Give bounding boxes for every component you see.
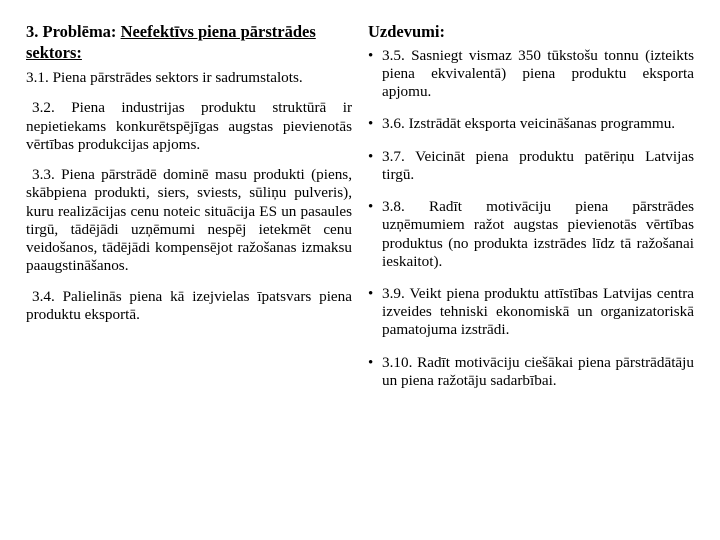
bullet-icon: • — [368, 115, 382, 133]
left-column: 3. Problēma: Neefektīvs piena pārstrādes… — [26, 22, 356, 404]
list-item: • 3.10. Radīt motivāciju ciešākai piena … — [368, 354, 694, 390]
bullet-icon: • — [368, 285, 382, 303]
problem-heading: 3. Problēma: Neefektīvs piena pārstrādes… — [26, 22, 352, 63]
problem-para-3: 3.3. Piena pārstrādē dominē masu produkt… — [26, 166, 352, 275]
task-text: 3.6. Izstrādāt eksporta veicināšanas pro… — [382, 115, 694, 133]
list-item: • 3.8. Radīt motivāciju piena pārstrādes… — [368, 198, 694, 271]
list-item: • 3.9. Veikt piena produktu attīstības L… — [368, 285, 694, 340]
problem-heading-label: 3. Problēma: — [26, 22, 116, 41]
bullet-icon: • — [368, 198, 382, 216]
tasks-heading: Uzdevumi: — [368, 22, 694, 43]
bullet-icon: • — [368, 47, 382, 65]
bullet-icon: • — [368, 148, 382, 166]
problem-para-4: 3.4. Palielinās piena kā izejvielas īpat… — [26, 288, 352, 324]
page-two-column: 3. Problēma: Neefektīvs piena pārstrādes… — [26, 22, 694, 404]
list-item: • 3.7. Veicināt piena produktu patēriņu … — [368, 148, 694, 184]
right-column: Uzdevumi: • 3.5. Sasniegt vismaz 350 tūk… — [364, 22, 694, 404]
tasks-list: • 3.5. Sasniegt vismaz 350 tūkstošu tonn… — [368, 47, 694, 391]
task-text: 3.10. Radīt motivāciju ciešākai piena pā… — [382, 354, 694, 390]
problem-para-2: 3.2. Piena industrijas produktu struktūr… — [26, 99, 352, 154]
list-item: • 3.5. Sasniegt vismaz 350 tūkstošu tonn… — [368, 47, 694, 102]
task-text: 3.9. Veikt piena produktu attīstības Lat… — [382, 285, 694, 340]
task-text: 3.8. Radīt motivāciju piena pārstrādes u… — [382, 198, 694, 271]
task-text: 3.7. Veicināt piena produktu patēriņu La… — [382, 148, 694, 184]
task-text: 3.5. Sasniegt vismaz 350 tūkstošu tonnu … — [382, 47, 694, 102]
list-item: • 3.6. Izstrādāt eksporta veicināšanas p… — [368, 115, 694, 133]
bullet-icon: • — [368, 354, 382, 372]
problem-para-1: 3.1. Piena pārstrādes sektors ir sadrums… — [26, 69, 352, 87]
